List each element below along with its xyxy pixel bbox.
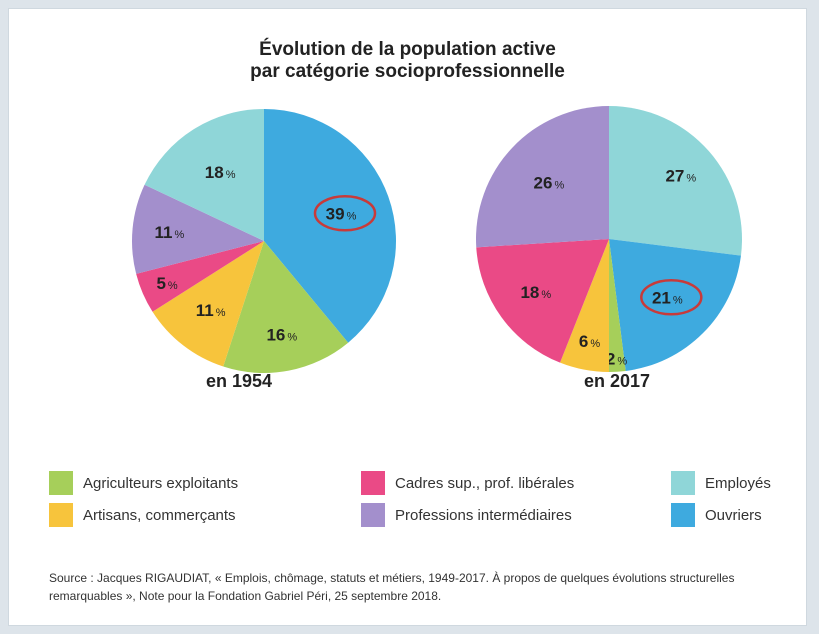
pie0-slice-agriculteurs (223, 241, 349, 373)
source-note: Source : Jacques RIGAUDIAT, « Emplois, c… (49, 571, 735, 603)
legend-swatch-ouvriers (671, 503, 695, 527)
chart-title-line1: Évolution de la population active (259, 39, 556, 60)
pie0-slice-artisans (152, 241, 264, 367)
pie1-highlight-ring (640, 279, 703, 316)
year-label-1954: en 1954 (205, 371, 273, 391)
pie0-slice-ouvriers (264, 109, 397, 343)
pie0-slice-cadres (136, 241, 264, 312)
chart-title: Évolution de la population active par ca… (9, 39, 806, 83)
legend-label-employes: Employés (705, 474, 771, 492)
pie1-slice-cadres (476, 239, 609, 363)
legend-label-cadres: Cadres sup., prof. libérales (395, 474, 575, 492)
legend-label-professions: Professions intermédiaires (395, 506, 572, 524)
pie0-slice-employes (144, 109, 264, 241)
legend-swatch-agriculteurs (49, 471, 73, 495)
legend-item-employes: Employés (671, 471, 771, 495)
legend-swatch-employes (671, 471, 695, 495)
legend-item-ouvriers: Ouvriers (671, 503, 762, 527)
pie1-slice-artisans (560, 239, 609, 372)
pie1-slice-ouvriers (609, 239, 741, 371)
legend-label-ouvriers: Ouvriers (705, 506, 762, 524)
pie1-slice-agriculteurs (609, 239, 626, 372)
pie0-slice-professions (132, 184, 264, 274)
legend-swatch-artisans (49, 503, 73, 527)
legend-item-cadres: Cadres sup., prof. libérales (361, 471, 574, 495)
legend-swatch-cadres (361, 471, 385, 495)
chart-title-line2: par catégorie socioprofessionnelle (250, 61, 565, 82)
legend-label-agriculteurs: Agriculteurs exploitants (83, 474, 239, 492)
legend-swatch-professions (361, 503, 385, 527)
year-label-2017: en 2017 (583, 371, 651, 391)
pie1-slice-professions (476, 106, 609, 248)
legend-item-agriculteurs: Agriculteurs exploitants (49, 471, 238, 495)
pie1-slice-employes (609, 106, 742, 256)
pie0-highlight-ring (313, 195, 377, 232)
figure-frame: Évolution de la population active par ca… (8, 8, 807, 626)
legend-item-artisans: Artisans, commerçants (49, 503, 236, 527)
legend-label-artisans: Artisans, commerçants (83, 506, 236, 524)
legend-item-professions: Professions intermédiaires (361, 503, 572, 527)
pie-charts: 39 %16 %11 %5 %11 %18% 27 %21 %2 %6 %18 %26% (132, 106, 742, 373)
